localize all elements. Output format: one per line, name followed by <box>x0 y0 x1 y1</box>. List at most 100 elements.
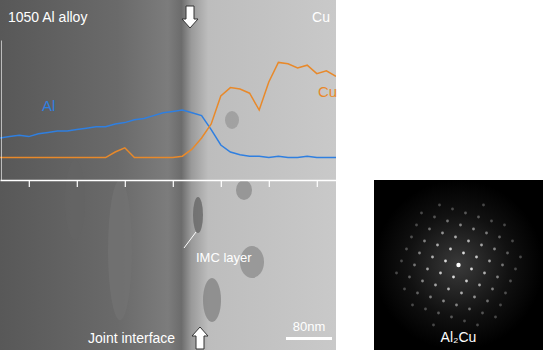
x-tick-mark <box>269 180 270 187</box>
diffraction-spot <box>431 256 434 259</box>
grain-feature <box>225 111 239 129</box>
diffraction-spot <box>464 212 467 215</box>
diffraction-spot <box>519 256 522 259</box>
diffraction-spot <box>496 276 499 279</box>
fft-background <box>374 180 543 350</box>
scale-bar-label: 80nm <box>293 319 326 334</box>
diffraction-spot <box>434 284 437 287</box>
y-axis-line <box>1 41 2 181</box>
micrograph-background <box>0 0 336 350</box>
diffraction-spot <box>395 272 398 275</box>
diffraction-spot <box>490 220 493 223</box>
grain-feature <box>65 160 85 240</box>
material-label: 1050 Al alloy <box>8 9 87 25</box>
grain-feature <box>236 180 252 200</box>
diffraction-spot <box>473 296 476 299</box>
diffraction-spot <box>424 308 427 311</box>
diffraction-spot <box>429 296 432 299</box>
x-tick-mark <box>125 180 126 187</box>
diffraction-spot <box>459 224 462 227</box>
diffraction-spot <box>467 240 470 243</box>
interface-label: Joint interface <box>88 330 175 346</box>
diffraction-spot <box>509 280 512 283</box>
diffraction-spot <box>460 292 463 295</box>
diffraction-spot <box>410 236 413 239</box>
diffraction-spot <box>420 212 423 215</box>
x-tick-mark <box>317 180 318 187</box>
grain-feature <box>108 180 132 320</box>
line-al <box>0 110 336 158</box>
diffraction-spot <box>444 260 447 263</box>
line-scan <box>0 62 336 157</box>
diffraction-spot <box>511 240 514 243</box>
line-cu <box>0 62 336 157</box>
series-label: Al <box>42 97 55 114</box>
x-tick <box>77 180 78 187</box>
y-axis <box>1 41 2 181</box>
diffraction-spot <box>442 300 445 303</box>
x-tick <box>125 180 126 187</box>
diffraction-spot <box>486 300 489 303</box>
grain-feature <box>193 197 203 233</box>
diffraction-spot <box>423 240 426 243</box>
diffraction-spot <box>441 232 444 235</box>
diffraction-spot <box>428 228 431 231</box>
x-tick-mark <box>173 180 174 187</box>
x-tick-mark <box>221 180 222 187</box>
diffraction-spot <box>499 304 502 307</box>
x-tick <box>269 180 270 187</box>
x-axis-line <box>1 180 337 182</box>
diffraction-spot <box>477 216 480 219</box>
fft-label: Al₂Cu <box>441 329 477 345</box>
diffraction-spot <box>514 268 517 271</box>
diffraction-spot <box>481 312 484 315</box>
diffraction-spot <box>439 272 442 275</box>
diffraction-spot <box>501 264 504 267</box>
diffraction-spot <box>504 292 507 295</box>
diffraction-spot <box>491 288 494 291</box>
figure: AlCu1050 Al alloyCuIMC layerJoint interf… <box>0 0 543 350</box>
x-axis <box>1 180 337 187</box>
x-tick-mark <box>29 180 30 187</box>
diffraction-spot <box>456 263 460 267</box>
fft-panel <box>374 180 543 350</box>
diffraction-spot <box>450 316 453 319</box>
x-tick <box>221 180 222 187</box>
diffraction-spot <box>493 248 496 251</box>
diffraction-spot <box>452 276 455 279</box>
diffraction-spot <box>403 288 406 291</box>
diffraction-spot <box>476 324 479 327</box>
diffraction-spot <box>437 312 440 315</box>
diffraction-spot <box>463 320 466 323</box>
diffraction-spot <box>455 304 458 307</box>
diffraction-spot <box>400 260 403 263</box>
material-label: Cu <box>312 9 330 25</box>
diffraction-spot <box>503 224 506 227</box>
leader-line <box>184 232 196 248</box>
diffraction-spot <box>413 264 416 267</box>
diffraction-spot <box>482 204 485 207</box>
arrow <box>192 327 208 349</box>
diffraction-spot <box>438 204 441 207</box>
diffraction-spot <box>468 308 471 311</box>
diffraction-spot <box>485 232 488 235</box>
diffraction-spot <box>462 252 465 255</box>
diffraction-spot <box>475 256 478 259</box>
diffraction-spot <box>498 236 501 239</box>
diffraction-spot <box>483 272 486 275</box>
diffraction-spot <box>465 280 468 283</box>
imc-label: IMC layer <box>196 250 252 265</box>
diffraction-spot <box>408 276 411 279</box>
diffraction-spot <box>436 244 439 247</box>
diffraction-spot <box>416 292 419 295</box>
diffraction-spot <box>478 284 481 287</box>
diffraction-spot <box>454 236 457 239</box>
x-tick <box>29 180 30 187</box>
diffraction-spot <box>488 260 491 263</box>
diffraction-spot <box>405 248 408 251</box>
diffraction-spot <box>421 280 424 283</box>
arrow <box>182 6 198 28</box>
diffraction-spot <box>433 216 436 219</box>
x-tick <box>317 180 318 187</box>
diffraction-spot <box>415 224 418 227</box>
